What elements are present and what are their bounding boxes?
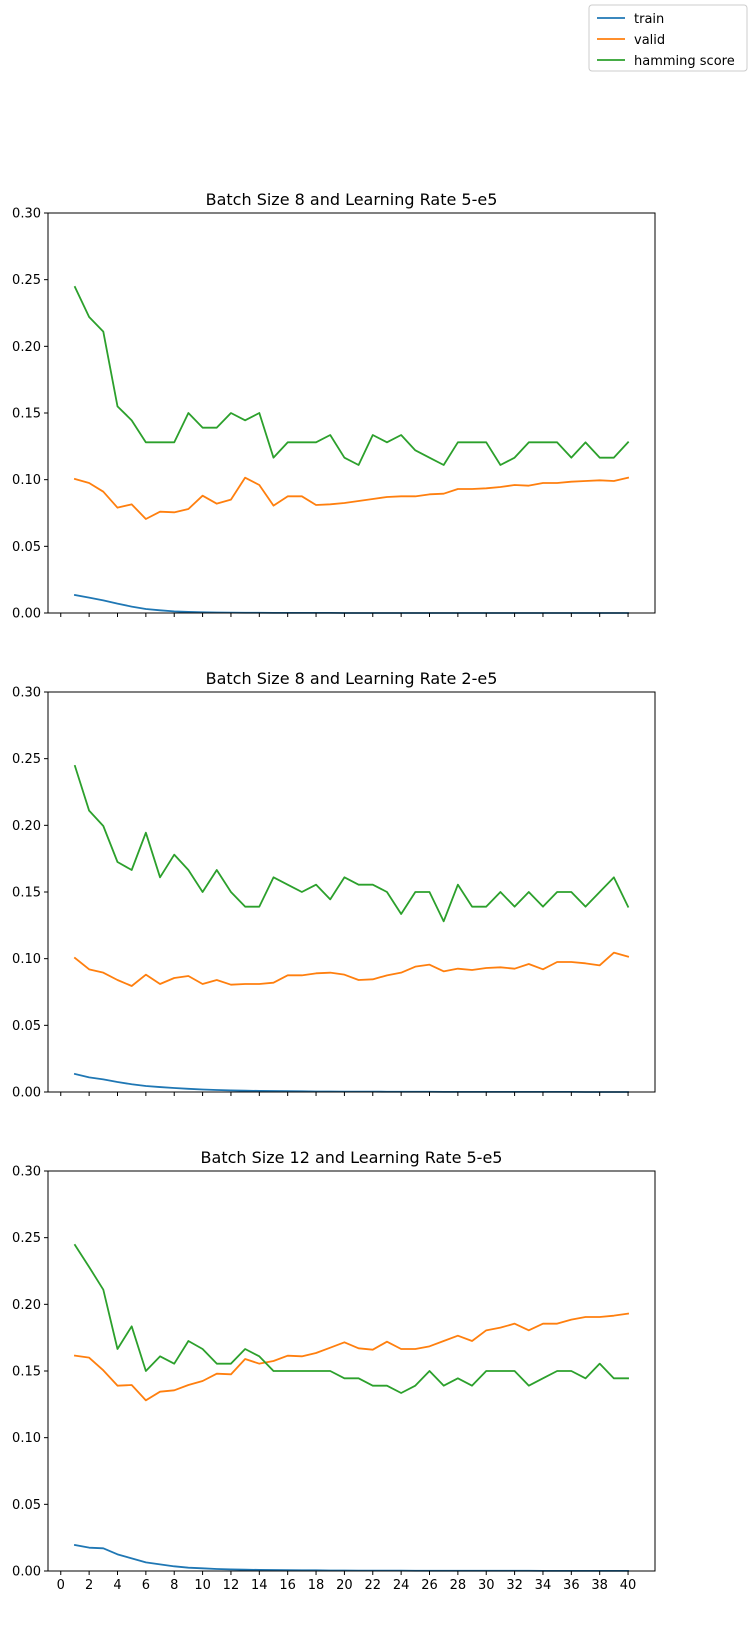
y-tick-label: 0.20 xyxy=(12,340,41,355)
x-tick-label: 30 xyxy=(478,1578,495,1593)
y-tick-label: 0.00 xyxy=(12,607,41,622)
series-line-hamming-score xyxy=(73,764,630,923)
y-tick-label: 0.25 xyxy=(12,1231,41,1246)
x-tick-label: 34 xyxy=(535,1578,552,1593)
y-tick-label: 0.30 xyxy=(12,686,41,701)
x-tick-label: 20 xyxy=(336,1578,353,1593)
subplot-2: Batch Size 8 and Learning Rate 2-e5 0.00… xyxy=(12,669,656,1101)
y-tick-label: 0.20 xyxy=(12,819,41,834)
y-tick-label: 0.20 xyxy=(12,1298,41,1313)
x-tick-label: 22 xyxy=(364,1578,381,1593)
subplot-title: Batch Size 8 and Learning Rate 5-e5 xyxy=(206,190,498,209)
series-line-valid xyxy=(73,476,630,520)
x-tick-label: 6 xyxy=(142,1578,150,1593)
y-tick-label: 0.10 xyxy=(12,952,41,967)
x-tick-label: 38 xyxy=(591,1578,608,1593)
y-tick-label: 0.00 xyxy=(12,1086,41,1101)
x-tick-label: 26 xyxy=(421,1578,438,1593)
x-tick-label: 12 xyxy=(223,1578,240,1593)
x-tick-label: 18 xyxy=(308,1578,325,1593)
y-tick-label: 0.15 xyxy=(12,407,41,422)
x-tick-label: 8 xyxy=(170,1578,178,1593)
y-tick-label: 0.15 xyxy=(12,1365,41,1380)
series-line-hamming-score xyxy=(73,285,630,466)
y-tick-label: 0.05 xyxy=(12,1019,41,1034)
y-tick-label: 0.05 xyxy=(12,1498,41,1513)
y-tick-label: 0.10 xyxy=(12,473,41,488)
series-line-valid xyxy=(73,1312,630,1402)
subplot-title: Batch Size 12 and Learning Rate 5-e5 xyxy=(201,1148,503,1167)
x-tick-label: 32 xyxy=(506,1578,523,1593)
legend-frame xyxy=(588,4,748,72)
x-tick-label: 0 xyxy=(57,1578,65,1593)
legend-entry-hamming-score: hamming score xyxy=(597,54,735,69)
legend-entry-valid: valid xyxy=(597,33,665,48)
x-tick-label: 2 xyxy=(85,1578,93,1593)
legend-label-train: train xyxy=(634,12,664,27)
legend-entry-train: train xyxy=(597,12,664,27)
x-tick-label: 24 xyxy=(393,1578,410,1593)
x-tick-label: 40 xyxy=(620,1578,637,1593)
legend-label-hamming-score: hamming score xyxy=(634,54,735,69)
x-tick-label: 14 xyxy=(251,1578,268,1593)
subplot-title: Batch Size 8 and Learning Rate 2-e5 xyxy=(206,669,498,688)
y-tick-label: 0.00 xyxy=(12,1565,41,1580)
x-tick-label: 4 xyxy=(113,1578,121,1593)
x-tick-label: 16 xyxy=(279,1578,296,1593)
legend: train valid hamming score xyxy=(588,4,748,72)
x-tick-label: 10 xyxy=(194,1578,211,1593)
subplot-3: Batch Size 12 and Learning Rate 5-e5 0.0… xyxy=(12,1148,656,1593)
subplot-1: Batch Size 8 and Learning Rate 5-e5 0.00… xyxy=(12,190,656,622)
y-tick-label: 0.25 xyxy=(12,752,41,767)
y-tick-label: 0.25 xyxy=(12,273,41,288)
x-tick-label: 36 xyxy=(563,1578,580,1593)
series-line-hamming-score xyxy=(73,1243,629,1394)
y-tick-label: 0.30 xyxy=(12,1165,41,1180)
y-tick-label: 0.30 xyxy=(12,207,41,222)
series-line-valid xyxy=(73,951,630,987)
x-tick-label: 28 xyxy=(450,1578,467,1593)
legend-label-valid: valid xyxy=(634,33,665,48)
y-tick-label: 0.10 xyxy=(12,1431,41,1446)
y-tick-label: 0.05 xyxy=(12,540,41,555)
y-tick-label: 0.15 xyxy=(12,886,41,901)
